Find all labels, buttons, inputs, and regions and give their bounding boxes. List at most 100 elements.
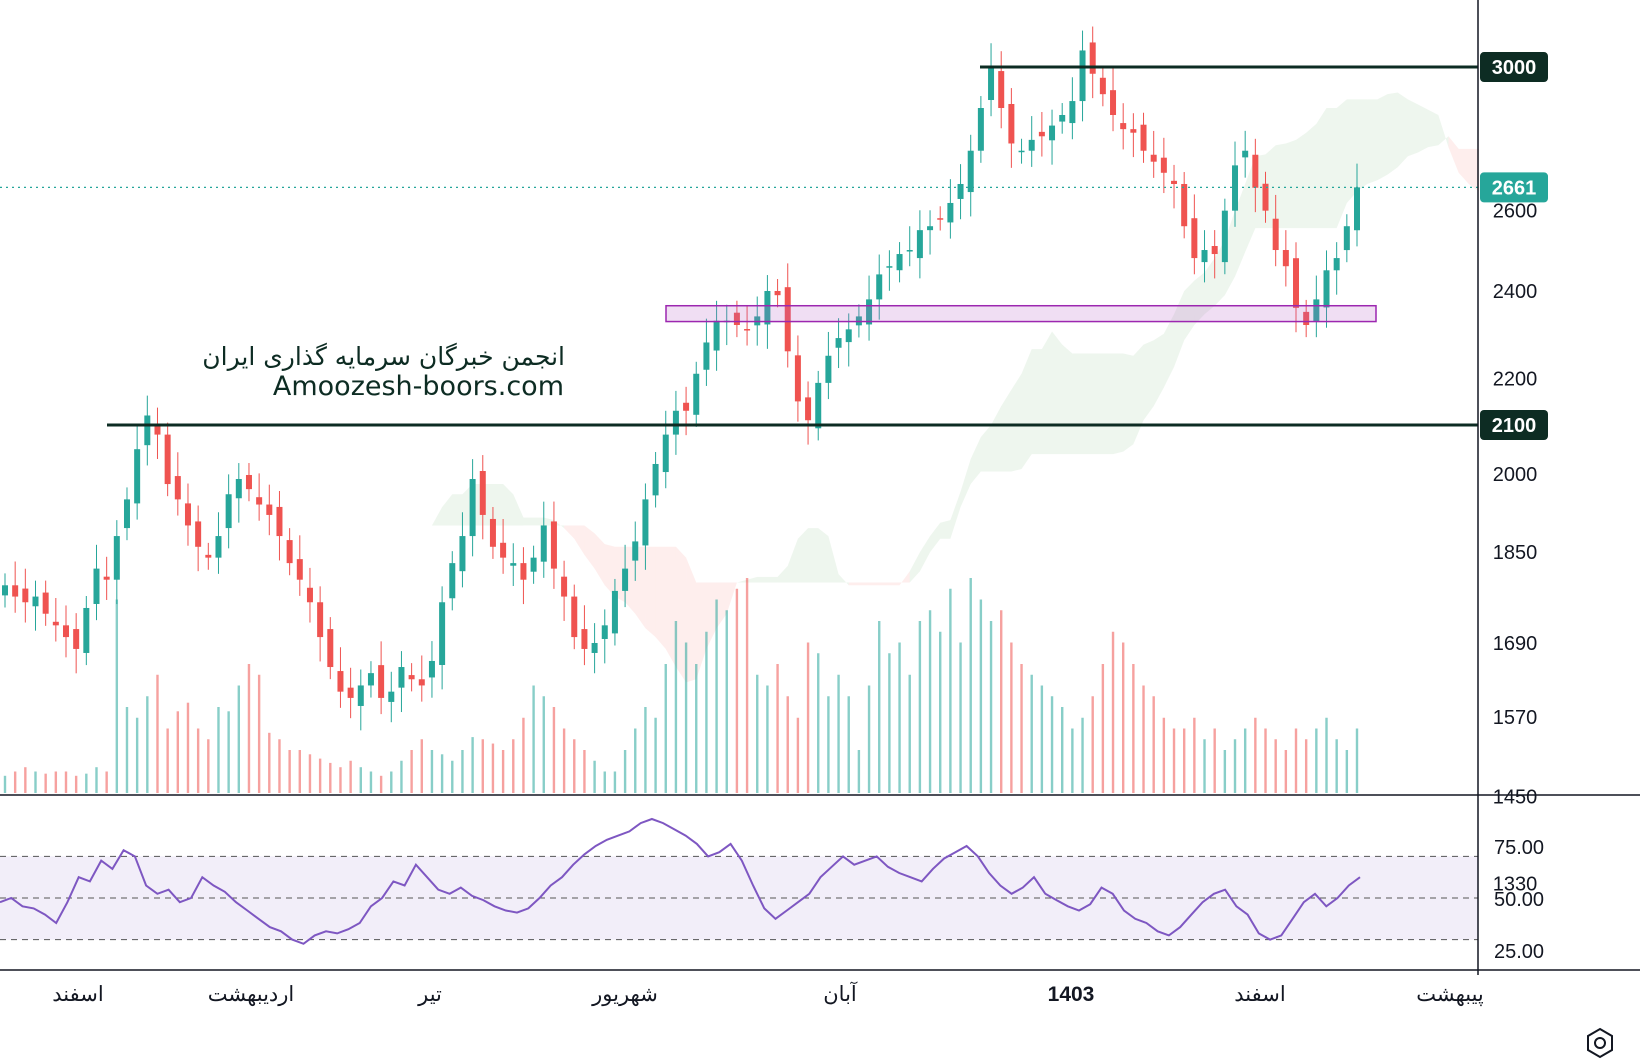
candle-body — [144, 415, 151, 446]
cloud-segment — [604, 544, 615, 597]
cloud-segment — [1204, 258, 1215, 315]
volume-bar — [471, 737, 474, 793]
cloud-segment — [1438, 115, 1449, 148]
volume-bar — [918, 621, 922, 793]
cloud-segment — [899, 571, 910, 586]
cloud-segment — [645, 546, 656, 638]
horizontal-levels[interactable]: 3500300021002661 — [0, 0, 1548, 440]
cloud-segment — [584, 525, 595, 569]
volume-bar — [34, 771, 37, 793]
candle-body — [205, 554, 212, 558]
candle-body — [662, 434, 669, 473]
candle-body — [876, 274, 883, 300]
candle-body — [977, 108, 984, 151]
candle-body — [62, 625, 69, 638]
volume-bar — [847, 696, 850, 793]
cloud-segment — [930, 522, 941, 553]
cloud-segment — [635, 546, 646, 629]
candle-body — [815, 382, 822, 429]
settings-icon[interactable] — [1583, 1026, 1617, 1060]
candle-body — [601, 625, 608, 639]
volume-bar — [1193, 717, 1196, 793]
volume-bar — [318, 758, 322, 793]
candle-body — [693, 373, 700, 415]
cloud-segment — [1011, 373, 1022, 472]
volume-bar — [1091, 696, 1094, 793]
candle-body — [357, 685, 364, 706]
volume-bar — [1000, 610, 1003, 793]
candle-body — [398, 667, 405, 688]
cloud-segment — [828, 536, 839, 583]
volume-bar — [756, 674, 759, 793]
cloud-segment — [1021, 349, 1032, 469]
candle-body — [927, 226, 934, 231]
volume-bar — [64, 771, 68, 793]
support-zone[interactable] — [665, 304, 1377, 323]
candle-body — [489, 518, 496, 547]
cloud-segment — [1458, 148, 1469, 184]
volume-bar — [74, 775, 78, 793]
cloud-segment — [1163, 314, 1175, 388]
cloud-segment — [442, 494, 453, 526]
cloud-segment — [1224, 210, 1236, 296]
volume-bar — [766, 685, 769, 793]
price-tick-2400: 2400 — [1493, 281, 1538, 303]
candle-body — [1262, 183, 1269, 211]
cloud-segment — [726, 582, 737, 614]
cloud-segment — [919, 536, 931, 572]
candle-body — [245, 474, 252, 490]
volume-bar — [1335, 739, 1338, 793]
cloud-segment — [665, 546, 676, 668]
candle-body — [713, 320, 720, 351]
volume-bar — [613, 771, 617, 793]
volume-bar — [308, 754, 312, 793]
volume-bar — [44, 773, 47, 793]
volume-bar — [430, 750, 434, 793]
candle-body — [642, 499, 649, 546]
volume-bar — [674, 621, 678, 793]
cloud-segment — [1285, 139, 1297, 229]
candle-body — [611, 590, 618, 634]
candle-body — [256, 497, 263, 505]
volume-bar — [928, 610, 932, 793]
cloud-segment — [564, 525, 575, 539]
volume-bar — [786, 696, 789, 793]
cloud-segment — [1407, 99, 1418, 157]
candle-body — [276, 506, 283, 537]
candle-body — [744, 329, 751, 331]
volume-bar — [664, 664, 667, 793]
axes: 3400260024002200200018501690157014501330… — [0, 0, 1640, 1007]
candle-body — [347, 687, 354, 698]
volume-bar — [1081, 717, 1084, 793]
volume-bar — [603, 771, 606, 793]
cloud-segment — [574, 525, 585, 555]
volume-bar — [227, 711, 230, 793]
cloud-segment — [1143, 340, 1154, 421]
volume-bar — [817, 653, 820, 793]
volume-bar — [176, 711, 180, 793]
candle-body — [134, 449, 141, 504]
cloud-segment — [1306, 123, 1317, 229]
candle-body — [937, 218, 944, 220]
cloud-segment — [797, 528, 809, 583]
volume-bar — [1254, 717, 1257, 793]
cloud-segment — [808, 528, 819, 583]
volume-bar — [451, 760, 454, 793]
volume-bar — [481, 739, 484, 793]
volume-bar — [1264, 728, 1267, 793]
volume-bar — [1315, 728, 1318, 793]
volume-bar — [1294, 728, 1298, 793]
level-badge-3000 — [1480, 52, 1548, 83]
cloud-segment — [594, 533, 605, 586]
candle-body — [103, 576, 110, 580]
cloud-segment — [1123, 353, 1134, 452]
volume-bar — [298, 750, 301, 793]
candle-body — [1211, 246, 1218, 255]
volume-bar — [969, 578, 972, 793]
candle-body — [571, 596, 578, 638]
candle-body — [113, 536, 120, 580]
price-tick-1690: 1690 — [1493, 633, 1538, 655]
candle-body — [235, 478, 242, 499]
volume-bar — [552, 707, 556, 793]
